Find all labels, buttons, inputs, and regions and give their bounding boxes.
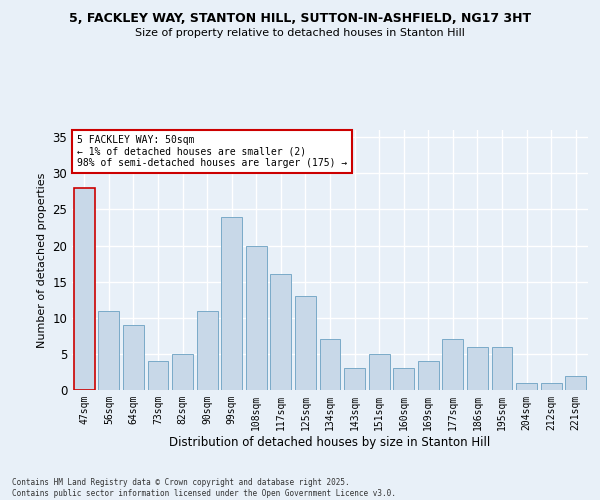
Bar (368, 354, 389, 390)
Bar (541, 383, 562, 390)
Bar (172, 354, 193, 390)
Bar (221, 216, 242, 390)
Bar (418, 361, 439, 390)
Bar (197, 310, 218, 390)
Bar (74, 188, 95, 390)
Text: Size of property relative to detached houses in Stanton Hill: Size of property relative to detached ho… (135, 28, 465, 38)
Bar (295, 296, 316, 390)
Bar (271, 274, 292, 390)
X-axis label: Distribution of detached houses by size in Stanton Hill: Distribution of detached houses by size … (169, 436, 491, 448)
Y-axis label: Number of detached properties: Number of detached properties (37, 172, 47, 348)
Bar (246, 246, 267, 390)
Bar (123, 325, 144, 390)
Bar (344, 368, 365, 390)
Text: 5, FACKLEY WAY, STANTON HILL, SUTTON-IN-ASHFIELD, NG17 3HT: 5, FACKLEY WAY, STANTON HILL, SUTTON-IN-… (69, 12, 531, 26)
Bar (442, 340, 463, 390)
Bar (98, 310, 119, 390)
Text: Contains HM Land Registry data © Crown copyright and database right 2025.
Contai: Contains HM Land Registry data © Crown c… (12, 478, 396, 498)
Bar (320, 340, 340, 390)
Text: 5 FACKLEY WAY: 50sqm
← 1% of detached houses are smaller (2)
98% of semi-detache: 5 FACKLEY WAY: 50sqm ← 1% of detached ho… (77, 135, 347, 168)
Bar (516, 383, 537, 390)
Bar (565, 376, 586, 390)
Bar (491, 346, 512, 390)
Bar (393, 368, 414, 390)
Bar (148, 361, 169, 390)
Bar (467, 346, 488, 390)
